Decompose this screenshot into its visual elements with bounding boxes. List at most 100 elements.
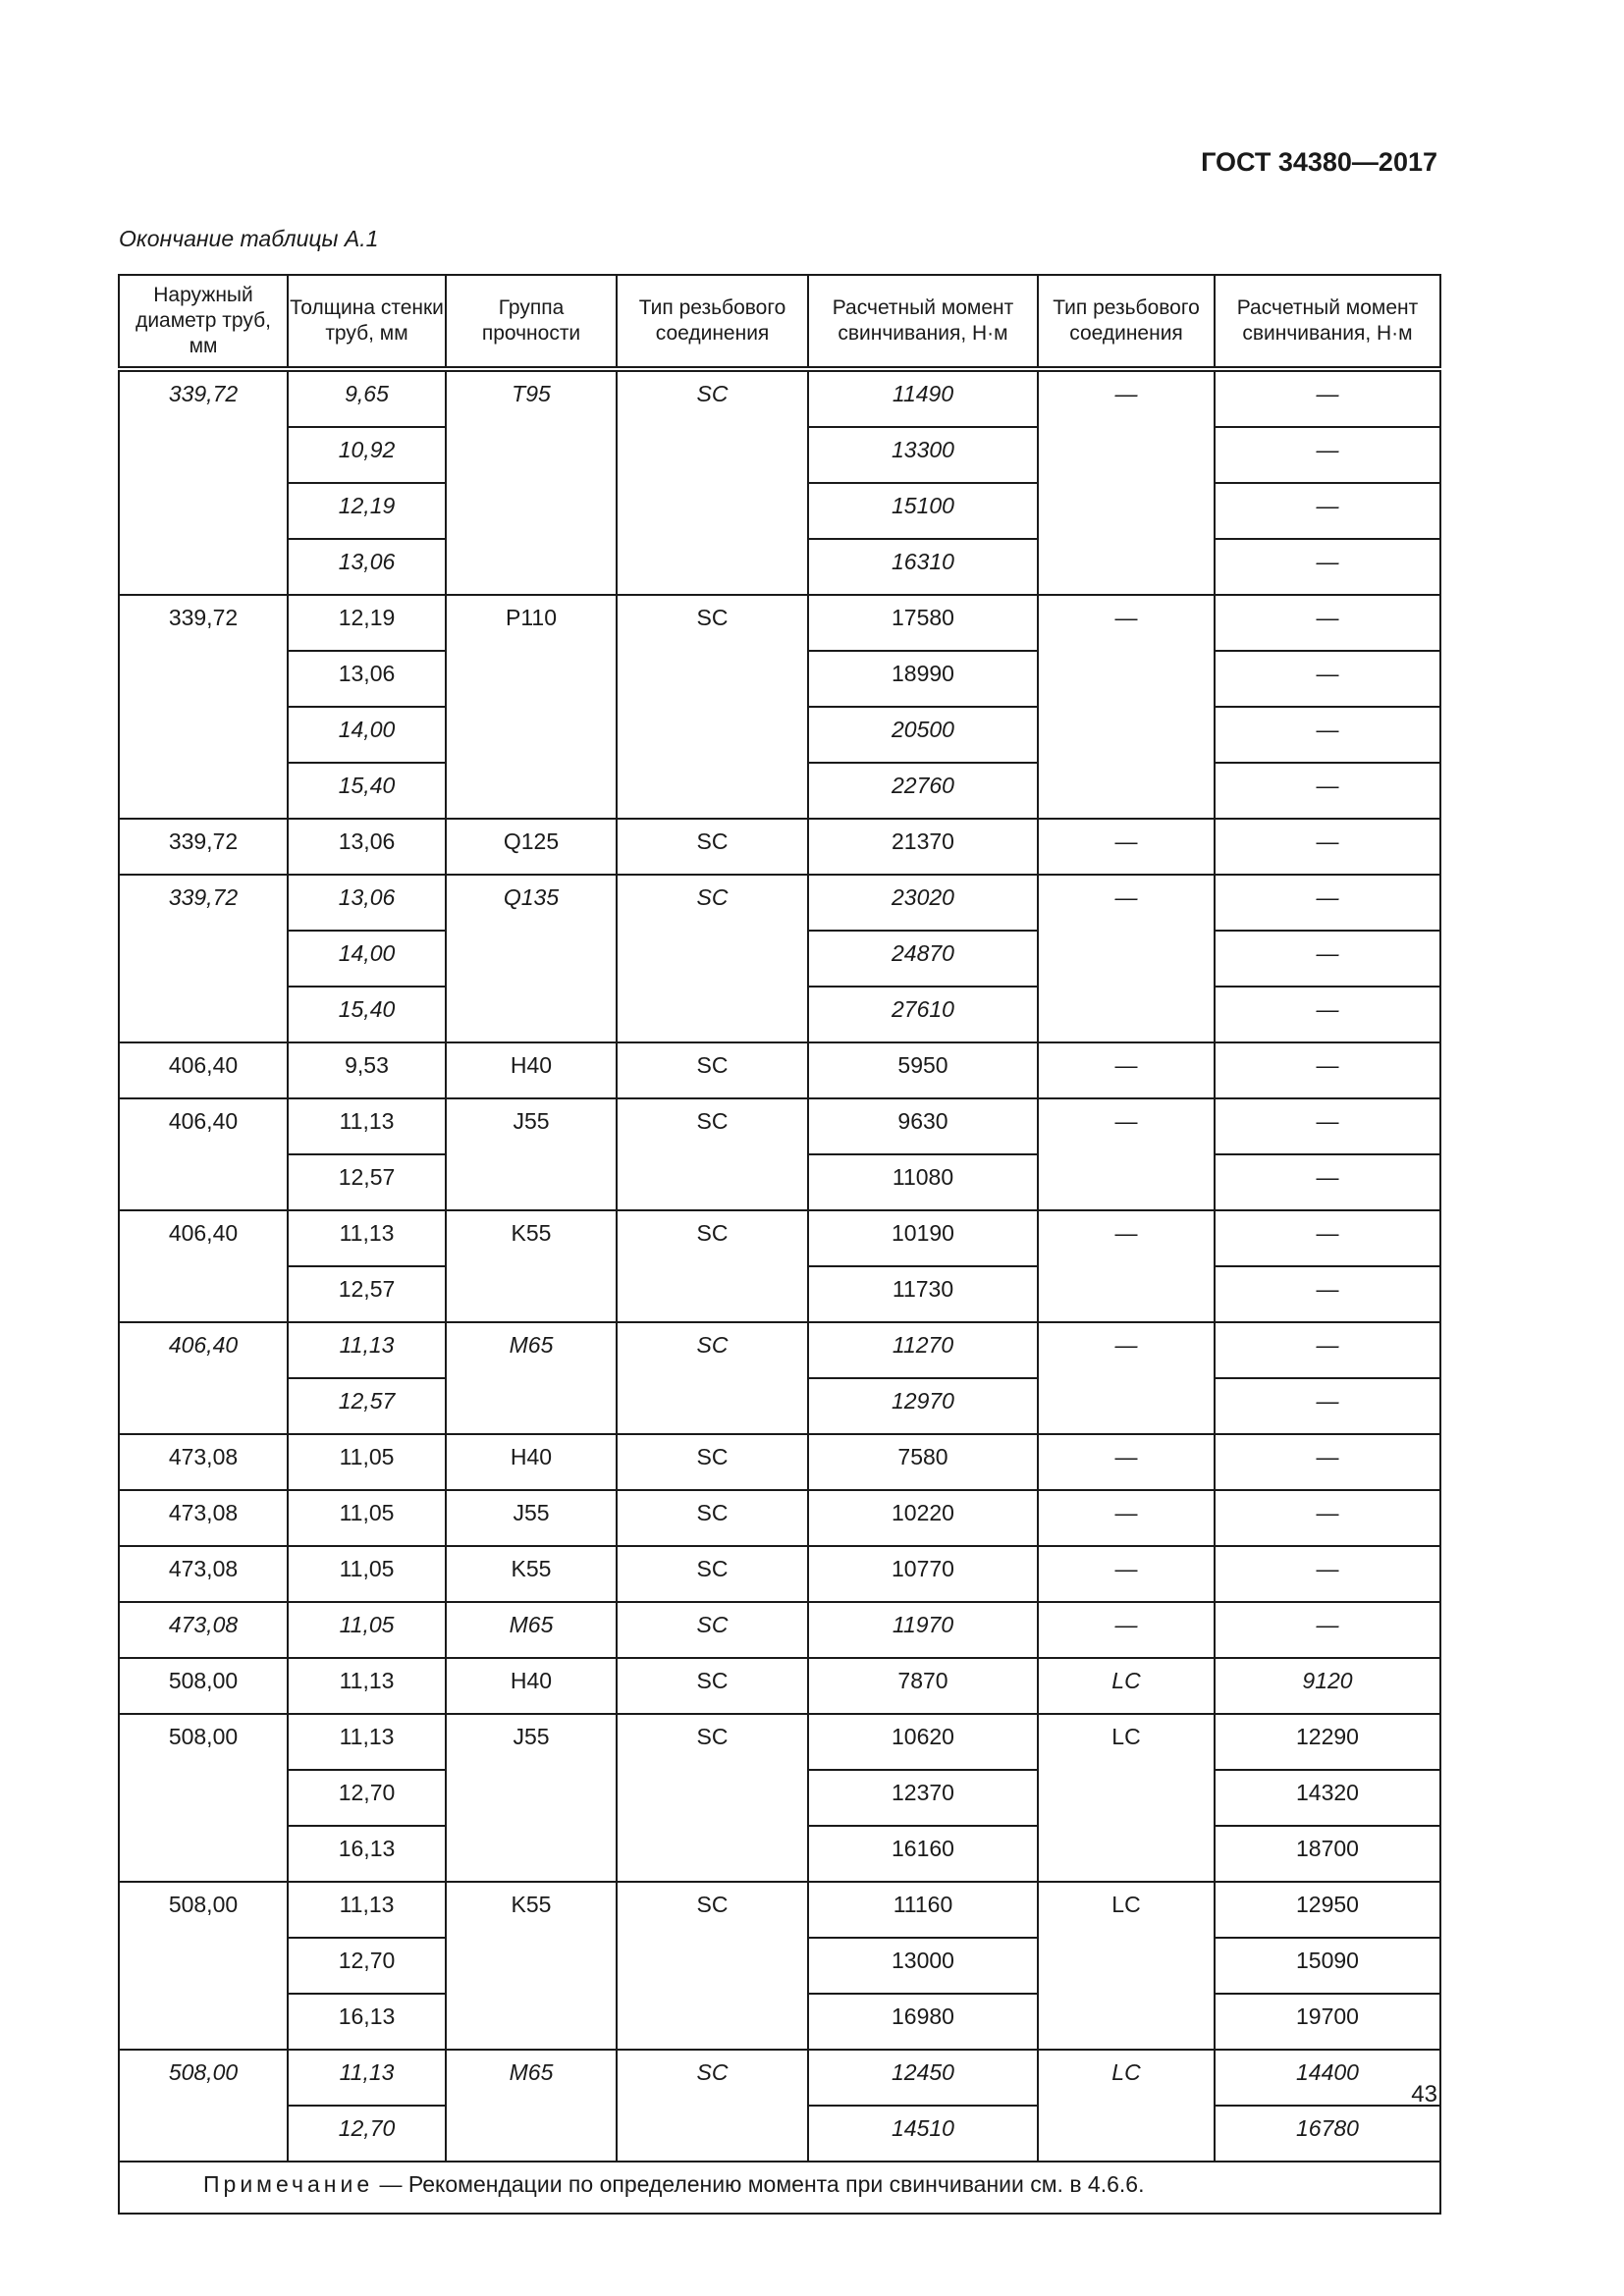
thread-type-2-cell: — — [1037, 1545, 1216, 1603]
wall-thickness-cell: 10,92 — [287, 426, 447, 484]
thread-type-2-cell: LC — [1037, 1881, 1216, 2051]
header-thread-type: Тип резьбового соединения — [616, 274, 809, 370]
thread-type-cell: SC — [616, 2049, 809, 2163]
table-note: Примечание — Рекомендации по определению… — [118, 2161, 1441, 2215]
wall-thickness-cell: 11,13 — [287, 1881, 447, 1939]
makeup-torque-cell: 16310 — [807, 538, 1039, 596]
thread-type-cell: SC — [616, 1041, 809, 1099]
table-row: 15,40 22760 — — [119, 762, 1441, 820]
strength-group-cell: M65 — [445, 1601, 618, 1659]
outer-diameter-cell: 508,00 — [118, 2049, 289, 2163]
wall-thickness-cell: 11,05 — [287, 1601, 447, 1659]
makeup-torque-2-cell: — — [1214, 368, 1441, 428]
makeup-torque-2-cell: — — [1214, 930, 1441, 988]
strength-group-cell: K55 — [445, 1881, 618, 2051]
wall-thickness-cell: 15,40 — [287, 762, 447, 820]
makeup-torque-cell: 23020 — [807, 874, 1039, 932]
makeup-torque-2-cell: — — [1214, 1209, 1441, 1267]
makeup-torque-cell: 27610 — [807, 986, 1039, 1043]
thread-type-2-cell: — — [1037, 818, 1216, 876]
wall-thickness-cell: 11,13 — [287, 1321, 447, 1379]
thread-type-2-cell: LC — [1037, 1657, 1216, 1715]
table-row: 508,00 11,13 K55 SC 11160 LC 12950 — [118, 1881, 1441, 2051]
wall-thickness-cell: 14,00 — [287, 706, 447, 764]
strength-group-cell: Q135 — [445, 874, 618, 1043]
outer-diameter-cell: 339,72 — [118, 594, 289, 820]
outer-diameter-cell: 339,72 — [118, 818, 289, 876]
makeup-torque-cell: 11730 — [807, 1265, 1039, 1323]
makeup-torque-cell: 7870 — [807, 1657, 1039, 1715]
thread-type-2-cell: — — [1037, 874, 1216, 1043]
thread-type-cell: SC — [616, 1097, 809, 1211]
outer-diameter-cell: 339,72 — [118, 874, 289, 1043]
wall-thickness-cell: 15,40 — [287, 986, 447, 1043]
makeup-torque-cell: 22760 — [807, 762, 1039, 820]
strength-group-cell: H40 — [445, 1433, 618, 1491]
makeup-torque-2-cell: — — [1214, 874, 1441, 932]
makeup-torque-2-cell: — — [1214, 1321, 1441, 1379]
outer-diameter-cell: 508,00 — [118, 1713, 289, 1883]
table-row: 339,72 13,06 Q125 SC 21370— — — [118, 818, 1441, 876]
thread-type-cell: SC — [616, 1489, 809, 1547]
wall-thickness-cell: 12,70 — [287, 1937, 447, 1995]
makeup-torque-cell: 10620 — [807, 1713, 1039, 1771]
wall-thickness-cell: 9,65 — [287, 368, 447, 428]
thread-type-2-cell: — — [1037, 594, 1216, 820]
wall-thickness-cell: 11,13 — [287, 1657, 447, 1715]
makeup-torque-cell: 10220 — [807, 1489, 1039, 1547]
makeup-torque-2-cell: 14320 — [1214, 1769, 1441, 1827]
strength-group-cell: P110 — [445, 594, 618, 820]
table-row: 16,13 16980 19700 — [119, 1993, 1441, 2051]
thread-type-cell: SC — [616, 1713, 809, 1883]
wall-thickness-cell: 13,06 — [287, 538, 447, 596]
outer-diameter-cell: 406,40 — [118, 1041, 289, 1099]
strength-group-cell: K55 — [445, 1545, 618, 1603]
makeup-torque-cell: 12970 — [807, 1377, 1039, 1435]
wall-thickness-cell: 11,05 — [287, 1433, 447, 1491]
makeup-torque-cell: 15100 — [807, 482, 1039, 540]
makeup-torque-cell: 7580 — [807, 1433, 1039, 1491]
makeup-torque-2-cell: — — [1214, 1377, 1441, 1435]
note-label: Примечание — [203, 2171, 374, 2197]
makeup-torque-cell: 12370 — [807, 1769, 1039, 1827]
wall-thickness-cell: 12,57 — [287, 1153, 447, 1211]
table-row: 508,00 11,13 J55 SC 10620 LC 12290 — [118, 1713, 1441, 1883]
thread-type-cell: SC — [616, 1321, 809, 1435]
makeup-torque-2-cell: — — [1214, 1433, 1441, 1491]
table-row: 508,00 11,13 M65 SC 12450 LC 14400 — [118, 2049, 1441, 2163]
page-number: 43 — [1411, 2081, 1437, 2108]
makeup-torque-2-cell: — — [1214, 594, 1441, 652]
thread-type-cell: SC — [616, 1433, 809, 1491]
wall-thickness-cell: 14,00 — [287, 930, 447, 988]
makeup-torque-2-cell: — — [1214, 1153, 1441, 1211]
strength-group-cell: J55 — [445, 1713, 618, 1883]
wall-thickness-cell: 16,13 — [287, 1825, 447, 1883]
outer-diameter-cell: 406,40 — [118, 1321, 289, 1435]
thread-type-2-cell: — — [1037, 1489, 1216, 1547]
header-strength-group: Группа прочности — [445, 274, 618, 370]
outer-diameter-cell: 339,72 — [118, 368, 289, 596]
wall-thickness-cell: 11,13 — [287, 1209, 447, 1267]
makeup-torque-cell: 11490 — [807, 368, 1039, 428]
table-row: 16,13 16160 18700 — [119, 1825, 1441, 1883]
wall-thickness-cell: 11,05 — [287, 1489, 447, 1547]
wall-thickness-cell: 12,57 — [287, 1265, 447, 1323]
outer-diameter-cell: 473,08 — [118, 1545, 289, 1603]
table-row: 473,08 11,05 K55 SC 10770— — — [118, 1545, 1441, 1603]
makeup-torque-2-cell: 16780 — [1214, 2105, 1441, 2163]
table-row: 406,40 11,13 J55 SC 9630— — — [118, 1097, 1441, 1211]
wall-thickness-cell: 11,13 — [287, 1713, 447, 1771]
thread-type-cell: SC — [616, 1657, 809, 1715]
makeup-torque-2-cell: — — [1214, 538, 1441, 596]
thread-type-cell: SC — [616, 818, 809, 876]
outer-diameter-cell: 406,40 — [118, 1209, 289, 1323]
wall-thickness-cell: 12,19 — [287, 594, 447, 652]
table-row: 14,00 20500 — — [119, 706, 1441, 764]
thread-type-2-cell: — — [1037, 368, 1216, 596]
strength-group-cell: H40 — [445, 1041, 618, 1099]
thread-type-2-cell: — — [1037, 1601, 1216, 1659]
thread-type-cell: SC — [616, 1545, 809, 1603]
table-row: 508,00 11,13 H40 SC 7870 LC 9120 — [118, 1657, 1441, 1715]
wall-thickness-cell: 13,06 — [287, 874, 447, 932]
header-wall-thickness: Толщина стенки труб, мм — [287, 274, 447, 370]
